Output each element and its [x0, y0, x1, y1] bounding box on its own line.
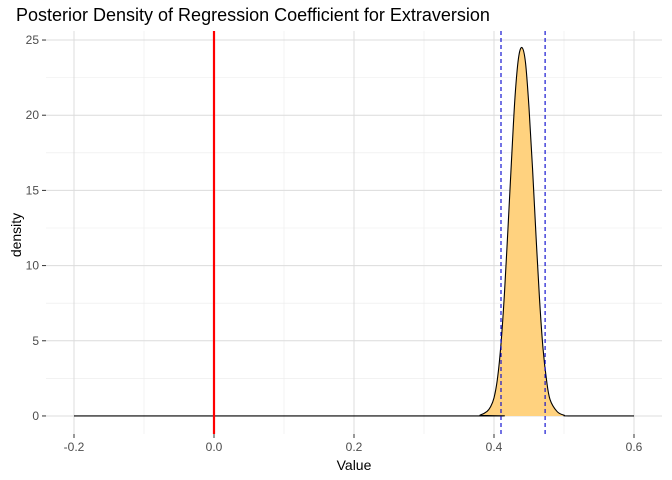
grid-major [46, 31, 662, 434]
y-tick-label: 0 [32, 409, 39, 423]
x-tick-label: 0.6 [626, 440, 643, 454]
y-tick-label: 25 [26, 33, 40, 47]
density-layer [73, 46, 634, 417]
x-tick-label: 0.4 [486, 440, 503, 454]
x-axis-title: Value [337, 457, 372, 473]
reference-lines [212, 31, 546, 434]
plot-panel [46, 31, 662, 434]
chart-title: Posterior Density of Regression Coeffici… [16, 5, 490, 25]
y-tick-label: 5 [32, 334, 39, 348]
x-tick-label: 0.0 [206, 440, 223, 454]
x-axis-ticks: -0.2 0.0 0.2 0.4 0.6 [64, 434, 643, 454]
y-tick-label: 10 [26, 259, 40, 273]
x-tick-label: -0.2 [64, 440, 85, 454]
x-tick-label: 0.2 [346, 440, 363, 454]
density-area [74, 47, 634, 416]
density-curve [73, 46, 634, 417]
y-tick-label: 20 [26, 108, 40, 122]
y-axis-ticks: 0 5 10 15 20 25 [26, 33, 46, 423]
y-axis-title: density [8, 213, 24, 257]
y-tick-label: 15 [26, 183, 40, 197]
